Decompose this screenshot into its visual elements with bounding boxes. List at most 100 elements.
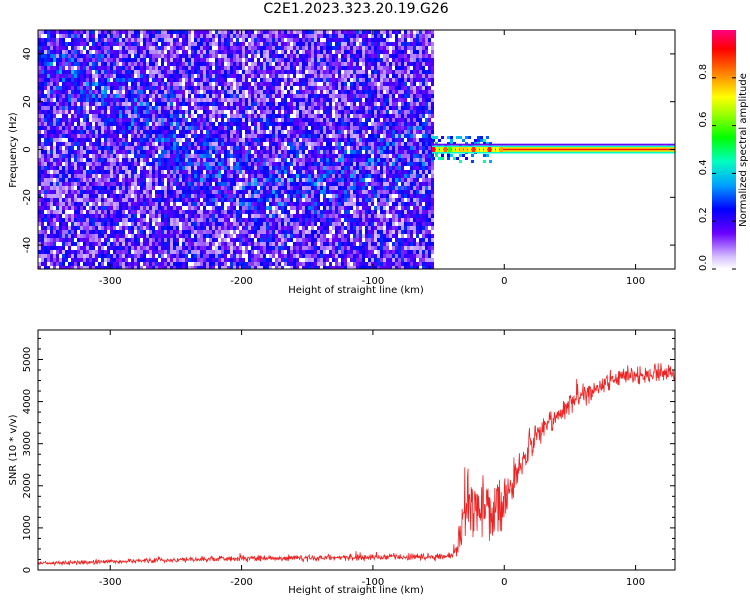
spectrogram-cell [122, 102, 125, 106]
spectrogram-cell [92, 78, 95, 82]
spectrogram-cell [185, 250, 188, 254]
spectrogram-cell [95, 194, 98, 198]
spectrogram-cell [224, 78, 227, 82]
spectrogram-cell [113, 94, 116, 98]
spectrogram-cell [236, 98, 239, 102]
spectrogram-cell [170, 102, 173, 106]
spectrogram-cell [275, 82, 278, 86]
spectrogram-cell [74, 130, 77, 134]
spectrogram-cell [212, 254, 215, 258]
spectrogram-cell [119, 234, 122, 238]
spectrogram-cell [287, 210, 290, 214]
spectrogram-cell [218, 262, 221, 266]
spectrogram-cell [53, 90, 56, 94]
spectrogram-cell [287, 62, 290, 66]
spectrogram-cell [110, 242, 113, 246]
spectrogram-cell [98, 186, 101, 190]
spectrogram-cell [101, 154, 104, 158]
spectrogram-cell [161, 246, 164, 250]
spectrogram-cell [77, 150, 80, 154]
spectrogram-cell [80, 170, 83, 174]
spectrogram-cell [125, 162, 128, 166]
spectrogram-cell [200, 178, 203, 182]
spectrogram-cell [260, 230, 263, 234]
spectrogram-cell [122, 246, 125, 250]
spectrogram-cell [275, 218, 278, 222]
spectrogram-cell [161, 254, 164, 258]
spectrogram-cell [158, 254, 161, 258]
spectrogram-cell [74, 266, 77, 269]
spectrogram-cell [113, 266, 116, 269]
spectrogram-cell [122, 174, 125, 178]
spectrogram-cell [98, 230, 101, 234]
spectrogram-cell [197, 194, 200, 198]
spectrogram-cell [119, 46, 122, 50]
spectrogram-cell [95, 46, 98, 50]
spectrogram-cell [137, 210, 140, 214]
spectrogram-cell [251, 138, 254, 142]
spectrogram-cell [44, 214, 47, 218]
spectrogram-cell [74, 114, 77, 118]
spectrogram-cell [245, 138, 248, 142]
spectrogram-cell [236, 222, 239, 226]
spectrogram-cell [164, 134, 167, 138]
spectrogram-cell [131, 242, 134, 246]
spectrogram-cell [272, 98, 275, 102]
spectrogram-cell [251, 102, 254, 106]
spectrogram-cell [281, 142, 284, 146]
spectrogram-cell [299, 190, 302, 194]
spectrogram-cell [176, 218, 179, 222]
spectrogram-cell [128, 246, 131, 250]
spectrogram-cell [74, 70, 77, 74]
spectrogram-cell [185, 162, 188, 166]
spectrogram-cell [92, 210, 95, 214]
spectrogram-cell [80, 86, 83, 90]
spectrogram-cell [158, 134, 161, 138]
spectrogram-cell [98, 102, 101, 106]
spectrogram-cell [281, 238, 284, 242]
spectrogram-cell [167, 94, 170, 98]
spectrogram-cell [59, 78, 62, 82]
spectrogram-cell [221, 258, 224, 262]
spectrogram-cell [50, 134, 53, 138]
spectrogram-cell [89, 262, 92, 266]
spectrogram-cell [227, 82, 230, 86]
spectrogram-cell [104, 158, 107, 162]
spectrogram-cell [152, 234, 155, 238]
spectrogram-cell [104, 114, 107, 118]
spectrogram-cell [206, 246, 209, 250]
spectrogram-cell [38, 214, 41, 218]
spectrogram-cell [176, 266, 179, 269]
spectrogram-cell [194, 158, 197, 162]
spectrogram-cell [104, 190, 107, 194]
spectrogram-cell [290, 90, 293, 94]
spectrogram-cell [83, 66, 86, 70]
spectrogram-cell [278, 238, 281, 242]
spectrogram-cell [191, 114, 194, 118]
spectrogram-cell [287, 262, 290, 266]
spectrogram-cell [95, 226, 98, 230]
spectrogram-cell [167, 118, 170, 122]
spectrogram-cell [149, 106, 152, 110]
spectrogram-cell [185, 266, 188, 269]
spectrogram-cell [272, 210, 275, 214]
spectrogram-cell [116, 94, 119, 98]
spectrogram-cell [179, 162, 182, 166]
spectrogram-cell [50, 50, 53, 54]
spectrogram-cell [104, 134, 107, 138]
spectrogram-cell [89, 222, 92, 226]
spectrogram-cell [56, 218, 59, 222]
spectrogram-cell [284, 158, 287, 162]
spectrogram-cell [257, 206, 260, 210]
spectrogram-cell [44, 82, 47, 86]
spectrogram-cell [212, 142, 215, 146]
spectrogram-cell [146, 262, 149, 266]
spectrogram-cell [197, 134, 200, 138]
spectrogram-cell [146, 86, 149, 90]
spectrogram-cell [83, 118, 86, 122]
spectrogram-cell [143, 234, 146, 238]
spectrogram-cell [305, 222, 308, 226]
spectrogram-cell [41, 166, 44, 170]
spectrogram-cell [98, 62, 101, 66]
spectrogram-cell [101, 202, 104, 206]
